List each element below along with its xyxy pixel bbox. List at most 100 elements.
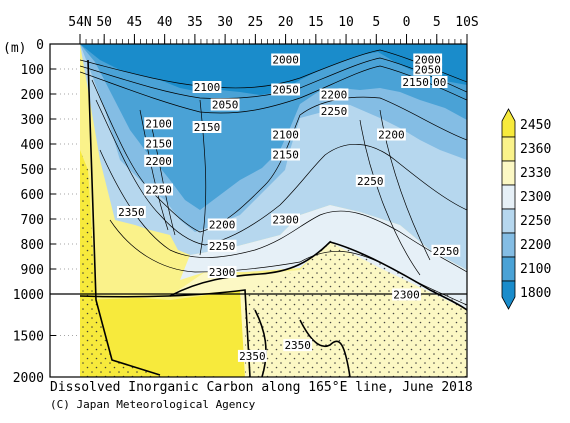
y-tick-label: 500 xyxy=(21,163,44,178)
x-tick-label: 10 xyxy=(338,15,354,30)
colorbar-label: 2100 xyxy=(520,262,551,277)
contour-label: 2100 xyxy=(194,81,221,94)
x-tick-label: 5 xyxy=(372,15,380,30)
contour-label-bg xyxy=(431,244,461,257)
contour-label: 2250 xyxy=(357,175,384,188)
contour-label-bg xyxy=(319,104,349,117)
colorbar-segment xyxy=(501,280,516,310)
y-tick-label: 200 xyxy=(21,88,44,103)
contour-label-bg xyxy=(237,349,267,362)
x-tick-label: 5 xyxy=(433,15,441,30)
contour-label-bg xyxy=(271,213,300,226)
contour-label-bg xyxy=(271,53,300,66)
colorbar-legend: 2450 2360 2330 2300 2250 2200 2100 1800 xyxy=(501,108,551,310)
contour-label: 2000 xyxy=(414,54,441,67)
contour-label: 2250 xyxy=(209,240,236,253)
chart-title: Dissolved Inorganic Carbon along 165°E l… xyxy=(50,380,473,395)
contour-label-bg xyxy=(144,183,174,196)
contour-label: 2050 xyxy=(212,99,239,112)
contour-label: 2200 xyxy=(321,89,348,102)
x-tick-label: 25 xyxy=(248,15,264,30)
y-tick-label: 2000 xyxy=(13,371,44,386)
colorbar-segment xyxy=(501,160,516,186)
y-tick-label: 1500 xyxy=(13,330,44,345)
y-tick-label: 700 xyxy=(21,213,44,228)
colorbar-segment xyxy=(501,184,516,210)
colorbar-label: 2450 xyxy=(520,118,551,133)
contour-label: 2350 xyxy=(284,339,311,352)
contour-label: 2300 xyxy=(209,266,236,279)
y-tick-label: 800 xyxy=(21,238,44,253)
contour-label: 2300 xyxy=(393,288,420,301)
contour-label: 2100 xyxy=(272,129,299,142)
contour-label: 2150 xyxy=(402,76,429,89)
y-tick-label: 300 xyxy=(21,113,44,128)
contour-label-bg xyxy=(116,206,146,218)
colorbar-label: 2250 xyxy=(520,214,551,229)
contour-label-bg xyxy=(192,121,222,133)
contour-label: 2350 xyxy=(239,350,266,363)
contour-label: 2200 xyxy=(209,219,236,232)
contour-label-bg xyxy=(283,339,313,352)
depth-unit-label: (m) xyxy=(3,41,26,56)
colorbar-label: 2330 xyxy=(520,166,551,181)
x-tick-label: 15 xyxy=(308,15,324,30)
colorbar-segment xyxy=(501,208,516,234)
y-tick-label: 100 xyxy=(21,63,44,78)
contour-label: 2350 xyxy=(118,206,145,219)
contour-label-bg xyxy=(271,83,300,96)
x-tick-label: 50 xyxy=(96,15,112,30)
contour-label-bg xyxy=(271,148,300,161)
contour-label: 2250 xyxy=(433,245,460,258)
contour-label-bg xyxy=(210,98,240,111)
x-tick-label: 10S xyxy=(455,15,478,30)
depth-axis: 100 200 300 400 500 600 700 800 900 1000 0 1500 2000 xyxy=(13,38,80,386)
contour-label-bg xyxy=(144,117,174,130)
contour-label: 00 xyxy=(433,76,446,89)
y-tick-label: 400 xyxy=(21,138,44,153)
colorbar-label: 2300 xyxy=(520,190,551,205)
contour-label-bg xyxy=(413,63,443,76)
contour-label-bg xyxy=(413,53,443,66)
contour-label-bg xyxy=(144,137,174,150)
colorbar-label: 2200 xyxy=(520,238,551,253)
contour-label-bg xyxy=(355,174,385,187)
contour-label-bg xyxy=(392,288,421,301)
contour-label-bg xyxy=(319,88,349,101)
y-tick-label: 1000 xyxy=(13,288,44,303)
y-tick-label: 900 xyxy=(21,263,44,278)
x-tick-label: 0 xyxy=(403,15,411,30)
contour-label: 2200 xyxy=(145,155,172,168)
contour-label: 2250 xyxy=(145,184,172,197)
contour-label-bg xyxy=(207,266,237,278)
contour-label-bg xyxy=(207,218,237,231)
x-tick-label: 35 xyxy=(187,15,203,30)
x-tick-label: 40 xyxy=(157,15,173,30)
colorbar-label: 2360 xyxy=(520,142,551,157)
contour-label: 2200 xyxy=(378,129,405,142)
plot-frame xyxy=(49,43,468,378)
contour-label: 2000 xyxy=(272,54,299,67)
contour-label: 2150 xyxy=(194,121,221,134)
x-tick-label: 45 xyxy=(127,15,143,30)
contour-label: 2150 xyxy=(145,137,172,150)
latitude-axis: 54N 50 45 40 35 30 25 20 15 10 5 0 5 10S xyxy=(68,15,479,44)
colorbar-segment xyxy=(501,256,516,282)
contour-label: 2050 xyxy=(272,84,299,97)
y-tick-label: 0 xyxy=(36,38,44,53)
contour-label-bg xyxy=(271,128,300,141)
contour-label-bg xyxy=(401,76,431,88)
colorbar-label: 1800 xyxy=(520,286,551,301)
contour-label-bg xyxy=(144,154,174,167)
colorbar-segment xyxy=(501,136,516,162)
contour-label-bg xyxy=(207,239,237,252)
contour-label: 2300 xyxy=(272,214,299,227)
x-tick-label: 54N xyxy=(68,15,91,30)
y-tick-label: 600 xyxy=(21,188,44,203)
contour-label: 2250 xyxy=(321,105,348,118)
contour-label-bg xyxy=(377,128,406,141)
contour-label-bg xyxy=(432,76,448,88)
x-tick-label: 20 xyxy=(278,15,294,30)
